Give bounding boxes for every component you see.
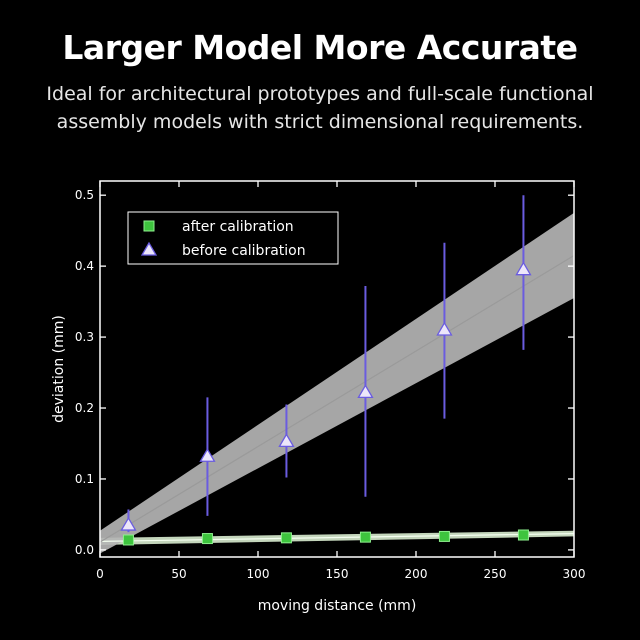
x-tick-label: 100 xyxy=(247,567,270,581)
x-axis-label: moving distance (mm) xyxy=(258,598,417,614)
fit-lines xyxy=(99,254,575,543)
legend-marker-before xyxy=(140,241,158,256)
page-title: Larger Model More Accurate xyxy=(62,28,578,67)
y-tick-label: 0.5 xyxy=(75,188,94,202)
legend-box xyxy=(127,211,339,265)
data-point-after xyxy=(201,533,213,545)
page-subtitle: Ideal for architectural prototypes and f… xyxy=(20,80,620,136)
confidence-band-before xyxy=(100,212,574,554)
data-point-after xyxy=(359,531,371,543)
axis-ticks xyxy=(99,181,575,557)
x-tick-label: 150 xyxy=(326,567,349,581)
data-point-before xyxy=(515,261,532,276)
x-tick-label: 250 xyxy=(484,567,507,581)
data-point-after xyxy=(122,534,134,546)
y-tick-label: 0.0 xyxy=(75,543,94,557)
data-markers xyxy=(120,261,532,546)
data-point-before xyxy=(357,384,374,399)
legend: after calibration before calibration xyxy=(127,211,339,265)
fit-line-after xyxy=(99,532,575,542)
x-tick-label: 300 xyxy=(563,567,586,581)
subtitle-line-2: assembly models with strict dimensional … xyxy=(56,111,584,133)
legend-marker-after xyxy=(143,220,155,232)
x-tick-label: 200 xyxy=(405,567,428,581)
subtitle-line-1: Ideal for architectural prototypes and f… xyxy=(46,83,594,105)
data-point-after xyxy=(280,532,292,544)
data-point-after xyxy=(438,530,450,542)
fit-line-before xyxy=(99,254,575,543)
data-point-after xyxy=(517,529,529,541)
tick-labels: 0 50 100 150 200 250 300 0.0 0.1 0.2 0.3 0.4 0.5 xyxy=(75,188,586,581)
legend-label-before: before calibration xyxy=(182,243,306,259)
y-tick-label: 0.3 xyxy=(75,330,94,344)
data-point-before xyxy=(199,447,216,462)
x-tick-label: 50 xyxy=(171,567,186,581)
y-tick-label: 0.2 xyxy=(75,401,94,415)
y-tick-label: 0.1 xyxy=(75,472,94,486)
data-point-before xyxy=(120,516,137,531)
y-tick-label: 0.4 xyxy=(75,259,94,273)
x-tick-label: 0 xyxy=(96,567,104,581)
data-point-before xyxy=(436,321,453,336)
legend-label-after: after calibration xyxy=(182,219,294,235)
y-axis-label: deviation (mm) xyxy=(51,315,67,423)
data-point-before xyxy=(278,433,295,448)
